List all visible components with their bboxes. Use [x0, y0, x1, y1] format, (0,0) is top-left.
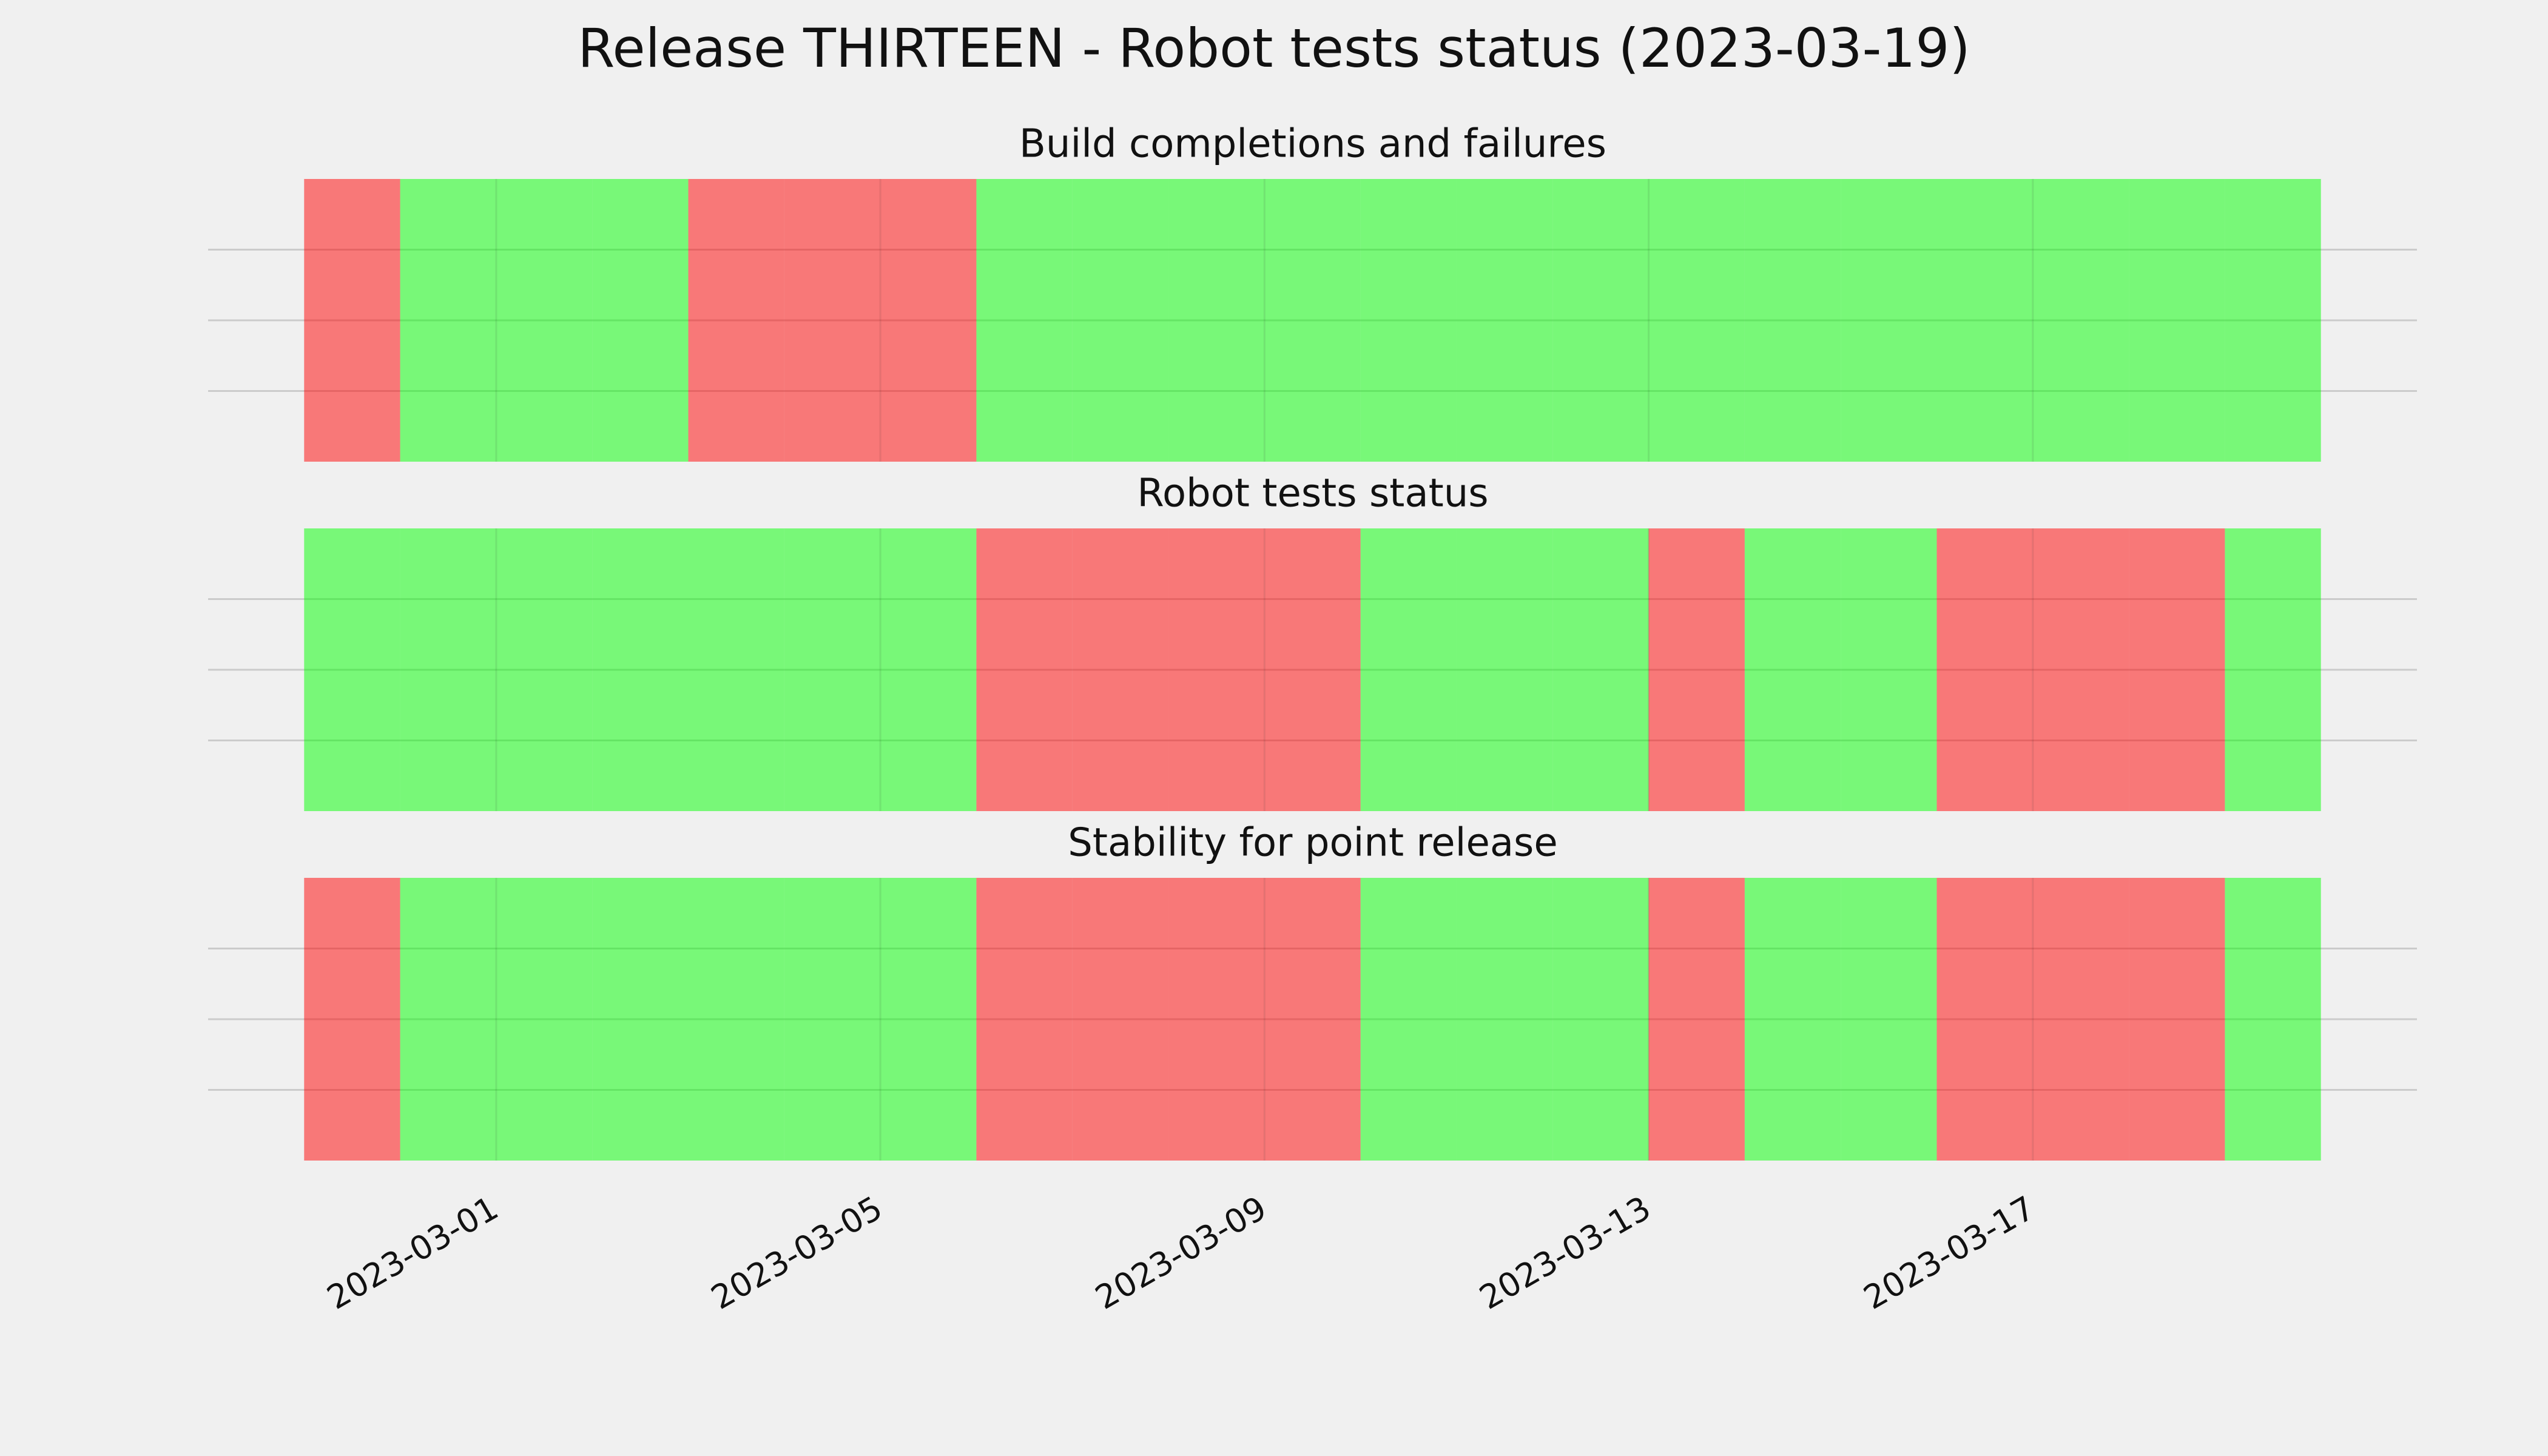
status-bar [2225, 878, 2321, 1161]
status-bar [784, 528, 881, 811]
status-bar [1168, 878, 1265, 1161]
status-bar [400, 179, 496, 462]
x-tick-label: 2023-03-17 [1857, 1188, 2041, 1316]
status-bar [1936, 179, 2033, 462]
status-bar [1936, 878, 2033, 1161]
status-bar [976, 528, 1073, 811]
subplot-title: Stability for point release [1068, 821, 1558, 866]
status-bar [1072, 179, 1169, 462]
status-bar [592, 179, 689, 462]
status-bar [2225, 179, 2321, 462]
status-bar [1744, 878, 1841, 1161]
status-bar [2225, 528, 2321, 811]
status-bar [1360, 528, 1457, 811]
status-bar [688, 179, 784, 462]
status-bar [1072, 878, 1169, 1161]
status-bar [2032, 179, 2129, 462]
status-bar [880, 878, 977, 1161]
status-bar [496, 878, 593, 1161]
status-bar [1168, 528, 1265, 811]
status-bar [400, 528, 496, 811]
status-bar [304, 878, 400, 1161]
status-bar [1264, 878, 1361, 1161]
status-bar [688, 528, 784, 811]
x-tick-label: 2023-03-09 [1089, 1188, 1273, 1316]
status-bar [976, 878, 1073, 1161]
status-bar [496, 528, 593, 811]
status-bar [1648, 179, 1745, 462]
x-tick-label: 2023-03-05 [705, 1188, 889, 1316]
status-bar [2032, 878, 2129, 1161]
subplot-title: Build completions and failures [1019, 122, 1606, 167]
status-bar [1744, 179, 1841, 462]
status-bar [880, 179, 977, 462]
status-bar [976, 179, 1073, 462]
status-bar [1936, 528, 2033, 811]
status-bar [1744, 528, 1841, 811]
status-bar [592, 878, 689, 1161]
status-bar [400, 878, 496, 1161]
status-bar [1648, 528, 1745, 811]
status-bar [1168, 179, 1265, 462]
status-bar [2129, 878, 2225, 1161]
status-bar [1456, 528, 1553, 811]
status-bar [1841, 528, 1937, 811]
status-bar [1456, 878, 1553, 1161]
status-bar [784, 878, 881, 1161]
status-bar [1552, 179, 1649, 462]
status-bar [1360, 179, 1457, 462]
status-bar [2032, 528, 2129, 811]
status-bar [1264, 528, 1361, 811]
status-bar [1841, 878, 1937, 1161]
status-bar [304, 528, 400, 811]
x-tick-label: 2023-03-01 [320, 1188, 504, 1316]
status-bar [688, 878, 784, 1161]
status-bar [784, 179, 881, 462]
subplot-title: Robot tests status [1137, 471, 1488, 516]
status-bar [496, 179, 593, 462]
status-bar [1072, 528, 1169, 811]
x-tick-label: 2023-03-13 [1473, 1188, 1657, 1316]
chart-title: Release THIRTEEN - Robot tests status (2… [578, 17, 1970, 79]
status-bar [1360, 878, 1457, 1161]
status-bar [2129, 528, 2225, 811]
status-bar [1456, 179, 1553, 462]
status-bar [1552, 878, 1649, 1161]
status-bar [880, 528, 977, 811]
status-bar [1552, 528, 1649, 811]
status-bar [304, 179, 400, 462]
status-bar [1264, 179, 1361, 462]
status-bar [1648, 878, 1745, 1161]
status-bar [592, 528, 689, 811]
status-bar [1841, 179, 1937, 462]
status-bar [2129, 179, 2225, 462]
